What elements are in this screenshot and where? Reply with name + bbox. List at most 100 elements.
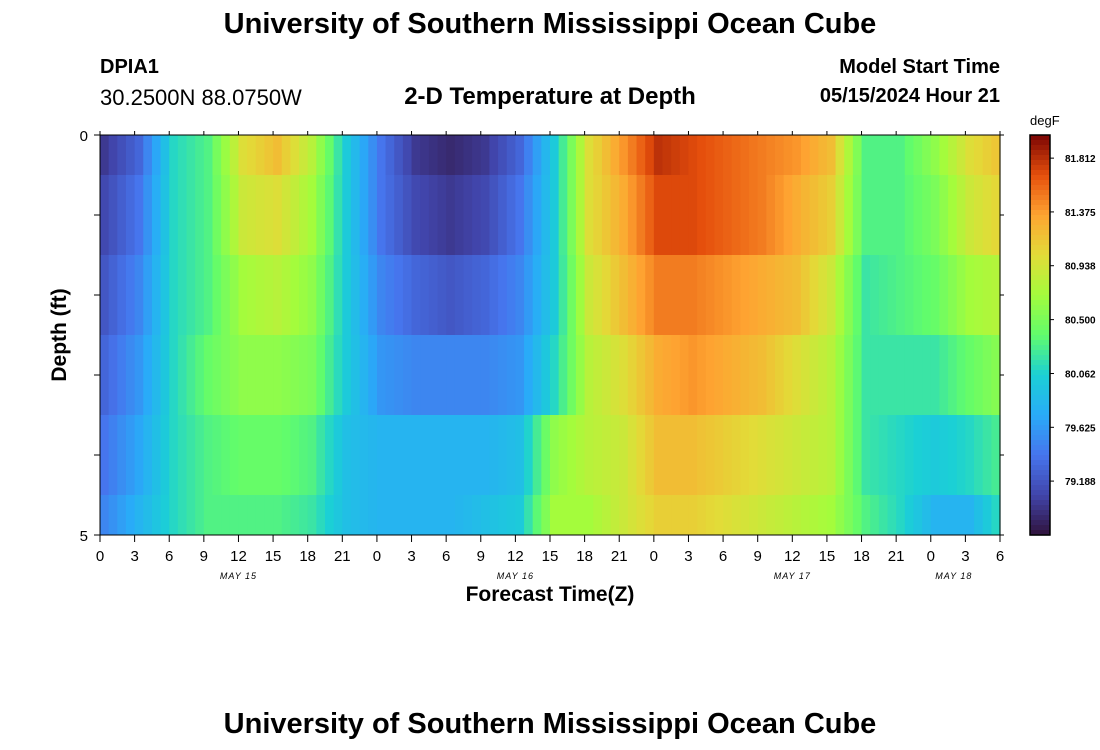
heatmap-cell <box>991 415 1001 495</box>
heatmap-cell <box>610 255 620 335</box>
heatmap-cell <box>290 335 300 415</box>
colorbar-segment <box>1030 170 1050 176</box>
heatmap-cell <box>532 335 542 415</box>
heatmap-cell <box>775 175 785 255</box>
station-id: DPIA1 <box>100 56 159 78</box>
heatmap-cell <box>653 135 664 175</box>
heatmap-cell <box>359 175 369 255</box>
heatmap-cell <box>766 335 776 415</box>
heatmap-cell <box>974 495 984 535</box>
date-label: MAY 15 <box>220 571 257 581</box>
heatmap-cell <box>818 135 828 175</box>
heatmap-cell <box>342 255 352 335</box>
heatmap-cell <box>705 175 716 255</box>
station-coordinates: 30.2500N 88.0750W <box>100 85 302 110</box>
colorbar-segment <box>1030 150 1050 156</box>
heatmap-cell <box>359 495 369 535</box>
heatmap-cell <box>394 255 404 335</box>
heatmap-cell <box>558 335 568 415</box>
heatmap-cell <box>645 175 655 255</box>
heatmap-cell <box>489 495 499 535</box>
heatmap-cell <box>402 175 413 255</box>
heatmap-cell <box>852 135 863 175</box>
heatmap-cell <box>446 335 456 415</box>
heatmap-cell <box>281 135 291 175</box>
heatmap-cell <box>359 335 369 415</box>
heatmap-cell <box>601 175 612 255</box>
heatmap-cell <box>342 335 352 415</box>
heatmap-cell <box>506 415 516 495</box>
model-start-value: 05/15/2024 Hour 21 <box>819 85 1000 107</box>
heatmap-cell <box>169 135 179 175</box>
heatmap-cell <box>125 495 136 535</box>
heatmap-cell <box>247 175 257 255</box>
heatmap-cell <box>238 135 248 175</box>
heatmap-cell <box>255 175 266 255</box>
heatmap-cell <box>575 495 586 535</box>
heatmap-cell <box>108 255 118 335</box>
heatmap-cell <box>982 255 992 335</box>
colorbar-segment <box>1030 425 1050 431</box>
heatmap-cell <box>160 495 170 535</box>
heatmap-cell <box>229 495 240 535</box>
heatmap-cell <box>221 135 231 175</box>
heatmap-cell <box>653 335 664 415</box>
heatmap-cell <box>749 175 759 255</box>
heatmap-cell <box>541 415 551 495</box>
heatmap-cell <box>368 135 378 175</box>
heatmap-cell <box>965 335 975 415</box>
heatmap-cell <box>792 335 802 415</box>
heatmap-cell <box>558 495 568 535</box>
heatmap-cell <box>991 255 1001 335</box>
heatmap-cell <box>515 255 525 335</box>
heatmap-cell <box>714 175 724 255</box>
heatmap-cell <box>160 135 170 175</box>
heatmap-cell <box>316 175 326 255</box>
heatmap-cell <box>480 175 491 255</box>
heatmap-cell <box>325 135 335 175</box>
x-tick-label: 6 <box>996 548 1004 565</box>
heatmap-cell <box>844 255 854 335</box>
heatmap-cell <box>671 495 681 535</box>
colorbar-segment <box>1030 175 1050 181</box>
heatmap-cell <box>203 175 214 255</box>
heatmap-cell <box>151 255 162 335</box>
heatmap-cell <box>428 415 439 495</box>
heatmap-cell <box>645 255 655 335</box>
heatmap-cell <box>775 415 785 495</box>
heatmap-cell <box>524 135 534 175</box>
heatmap-cell <box>333 175 343 255</box>
heatmap-cell <box>134 135 144 175</box>
heatmap-cell <box>333 335 343 415</box>
heatmap-cell <box>143 495 153 535</box>
heatmap-cell <box>861 495 871 535</box>
heatmap-cell <box>671 335 681 415</box>
heatmap-cell <box>195 495 205 535</box>
heatmap-cell <box>454 135 465 175</box>
heatmap-cell <box>420 175 430 255</box>
heatmap-cell <box>480 495 491 535</box>
heatmap-cell <box>870 175 880 255</box>
heatmap-cell <box>930 415 941 495</box>
colorbar-segment <box>1030 420 1050 426</box>
heatmap-cell <box>679 335 690 415</box>
heatmap-cell <box>809 415 819 495</box>
colorbar-segment <box>1030 350 1050 356</box>
heatmap-cell <box>956 415 966 495</box>
heatmap-cell <box>333 255 343 335</box>
x-tick-label: 6 <box>719 548 727 565</box>
heatmap-cell <box>991 135 1001 175</box>
heatmap-cell <box>264 135 274 175</box>
heatmap-cell <box>394 495 404 535</box>
heatmap-cell <box>463 135 473 175</box>
colorbar-segment <box>1030 465 1050 471</box>
heatmap-cell <box>368 415 378 495</box>
colorbar-tick-label: 81.812 <box>1065 154 1096 165</box>
heatmap-cell <box>195 255 205 335</box>
heatmap-cell <box>350 135 361 175</box>
heatmap-cell <box>325 495 335 535</box>
heatmap-cell <box>186 415 196 495</box>
heatmap-cell <box>922 495 932 535</box>
x-tick-label: 3 <box>407 548 415 565</box>
heatmap-cell <box>342 495 352 535</box>
